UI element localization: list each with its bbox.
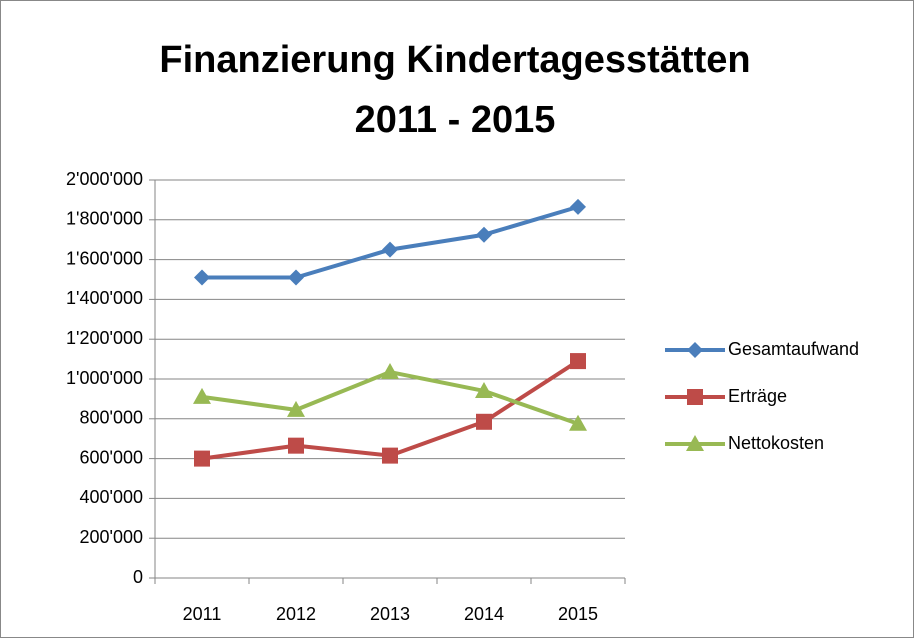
marker: [569, 414, 587, 431]
marker: [475, 381, 493, 398]
y-tick-label: 1'600'000: [66, 248, 143, 268]
x-tick-label: 2015: [558, 604, 598, 624]
legend-marker: [687, 389, 703, 405]
marker: [570, 353, 586, 370]
x-tick-label: 2012: [276, 604, 316, 624]
marker: [476, 226, 492, 243]
marker: [382, 447, 398, 464]
y-tick-label: 1'400'000: [66, 288, 143, 308]
x-tick-label: 2014: [464, 604, 504, 624]
y-tick-label: 2'000'000: [66, 169, 143, 189]
y-tick-label: 600'000: [79, 447, 143, 467]
legend-label: Erträge: [728, 386, 787, 406]
marker: [382, 241, 398, 258]
marker: [476, 413, 492, 430]
marker: [288, 269, 304, 286]
marker: [194, 450, 210, 467]
x-tick-label: 2013: [370, 604, 410, 624]
chart-title: Finanzierung Kindertagesstätten: [159, 39, 750, 81]
y-tick-label: 200'000: [79, 527, 143, 547]
y-tick-label: 1'000'000: [66, 368, 143, 388]
y-tick-label: 400'000: [79, 487, 143, 507]
marker: [570, 198, 586, 215]
marker: [287, 400, 305, 417]
legend-marker: [687, 342, 703, 358]
marker: [288, 437, 304, 454]
marker: [193, 387, 211, 404]
x-tick-label: 2011: [183, 604, 222, 624]
legend-marker: [686, 435, 704, 451]
marker: [381, 363, 399, 380]
marker: [194, 269, 210, 286]
y-tick-label: 0: [133, 567, 143, 587]
chart-title: 2011 - 2015: [355, 99, 556, 141]
y-tick-label: 1'200'000: [66, 328, 143, 348]
y-tick-label: 1'800'000: [66, 209, 143, 229]
y-tick-label: 800'000: [79, 408, 143, 428]
legend-label: Gesamtaufwand: [728, 339, 859, 359]
legend-label: Nettokosten: [728, 433, 824, 453]
